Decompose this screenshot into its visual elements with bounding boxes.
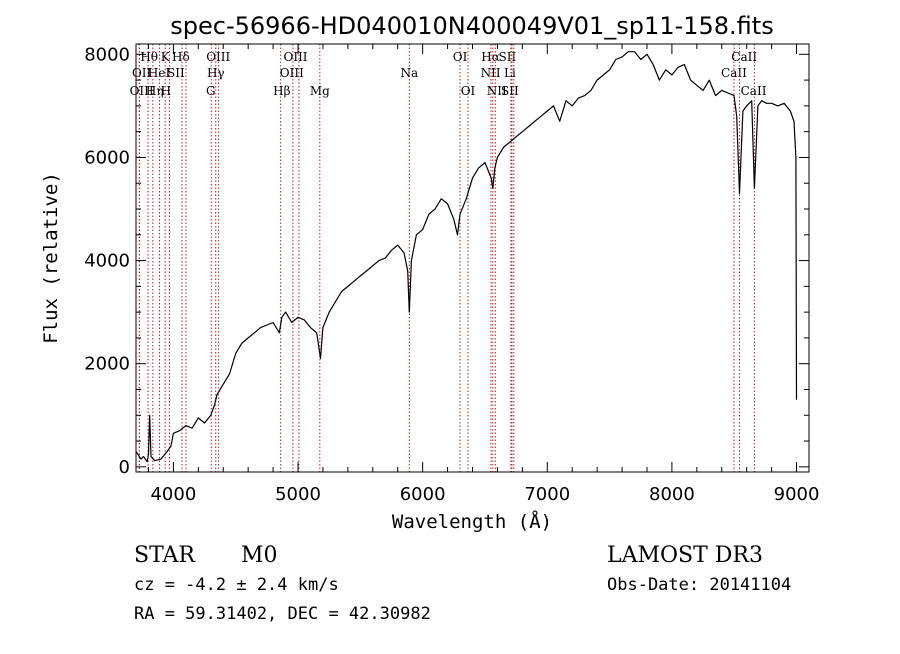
marker-label-5: Hη <box>146 84 164 98</box>
x-tick-label-3: 7000 <box>524 484 570 505</box>
marker-label-20: NII <box>481 66 501 80</box>
marker-label-27: CaII <box>741 84 767 98</box>
marker-label-4: HeI <box>148 66 171 80</box>
spectrum-line <box>135 51 798 463</box>
observation-date: Obs-Date: 20141104 <box>607 575 791 595</box>
x-axis-label: Wavelength (Å) <box>392 510 552 533</box>
chart-title: spec-56966-HD040010N400049V01_sp11-158.f… <box>170 12 773 40</box>
marker-label-7: SII <box>167 66 185 80</box>
marker-label-25: CaII <box>721 66 747 80</box>
marker-label-26: CaII <box>731 50 757 64</box>
marker-label-23: SII <box>501 84 519 98</box>
y-tick-label-1: 2000 <box>84 354 130 375</box>
spectrum-series <box>135 51 798 463</box>
x-tick-label-4: 8000 <box>649 484 695 505</box>
object-class: STAR <box>134 543 196 568</box>
survey-name: LAMOST DR3 <box>607 543 763 568</box>
y-axis-ticks: 0 2000 4000 6000 8000 <box>84 44 809 478</box>
marker-label-15: Mg <box>310 84 330 98</box>
marker-label-16: Na <box>400 66 418 80</box>
marker-label-8: H <box>161 84 171 98</box>
x-tick-label-0: 4000 <box>150 484 196 505</box>
x-tick-label-2: 6000 <box>400 484 446 505</box>
marker-label-22: SII <box>499 50 517 64</box>
marker-label-13: OIII <box>280 66 304 80</box>
x-tick-label-1: 5000 <box>275 484 321 505</box>
object-subclass: M0 <box>241 543 278 568</box>
y-tick-label-4: 8000 <box>84 44 130 65</box>
marker-label-10: Hγ <box>207 66 225 80</box>
marker-label-3: K <box>161 50 171 64</box>
x-tick-label-5: 9000 <box>774 484 820 505</box>
marker-label-0: Hθ <box>140 50 158 64</box>
marker-label-21: NII <box>487 84 507 98</box>
marker-label-1: OII <box>132 66 152 80</box>
y-tick-label-2: 4000 <box>84 251 130 272</box>
marker-label-24: Li <box>504 66 516 80</box>
marker-label-11: G <box>206 84 216 98</box>
marker-label-18: OI <box>461 84 476 98</box>
marker-label-12: Hβ <box>273 84 290 98</box>
y-tick-label-0: 0 <box>119 457 130 478</box>
marker-label-9: OIII <box>206 50 230 64</box>
y-tick-label-3: 6000 <box>84 147 130 168</box>
marker-label-19: Hα <box>481 50 500 64</box>
y-axis-label: Flux (relative) <box>40 172 62 344</box>
coordinates-text: RA = 59.31402, DEC = 42.30982 <box>134 604 431 624</box>
marker-label-17: OI <box>453 50 468 64</box>
plot-frame <box>135 43 810 473</box>
marker-label-6: Hδ <box>172 50 190 64</box>
redshift-text: cz = -4.2 ± 2.4 km/s <box>134 575 339 595</box>
x-axis-ticks: 4000 5000 6000 7000 8000 9000 <box>147 44 820 505</box>
marker-label-14: OIII <box>283 50 307 64</box>
